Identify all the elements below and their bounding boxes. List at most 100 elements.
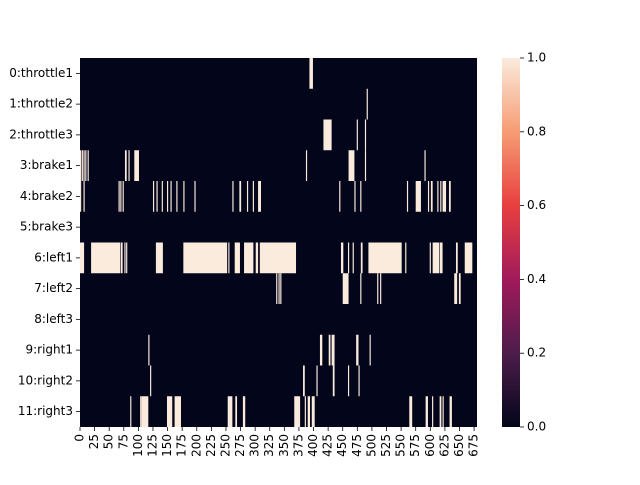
heatmap-cell — [432, 396, 434, 427]
heatmap-cell — [356, 334, 359, 366]
heatmap-cell — [118, 181, 120, 212]
heatmap-cell — [405, 242, 407, 274]
heatmap-cell — [232, 181, 234, 212]
y-tick-label: 2:throttle3 — [9, 127, 73, 141]
heatmap-cell — [364, 119, 367, 151]
y-tick-label: 4:brake2 — [20, 189, 73, 203]
heatmap-cells — [80, 58, 477, 427]
heatmap-cell — [174, 396, 181, 427]
heatmap-cell — [239, 181, 242, 212]
heatmap-cell — [360, 273, 362, 304]
y-tick-label: 10:right2 — [18, 373, 73, 387]
colorbar-tick-label: 0.4 — [527, 272, 546, 286]
y-tick-label: 11:right3 — [18, 404, 73, 418]
heatmap-cell — [331, 334, 335, 366]
colorbar-tick-label: 0.6 — [527, 198, 546, 212]
heatmap-cell — [87, 150, 89, 181]
y-tick-label: 0:throttle1 — [9, 66, 73, 80]
x-tick-label: 350 — [277, 434, 291, 457]
heatmap-cell — [458, 273, 461, 304]
heatmap-cell — [156, 181, 158, 212]
heatmap-cell — [235, 396, 238, 427]
heatmap-cell — [364, 150, 367, 181]
heatmap-cell — [360, 181, 362, 212]
heatmap-cell — [432, 242, 440, 274]
x-tick-label: 325 — [262, 434, 276, 457]
heatmap-cell — [352, 242, 354, 274]
heatmap-cell — [176, 181, 178, 212]
heatmap-cell — [366, 88, 368, 120]
heatmap-cell — [194, 181, 196, 212]
heatmap-cell — [304, 396, 306, 427]
heatmap-cell — [150, 365, 152, 397]
heatmap-cell — [303, 365, 305, 397]
heatmap-cell — [80, 242, 85, 274]
colorbar-tick-label: 0.8 — [527, 124, 546, 138]
y-tick-label: 6:left1 — [34, 250, 73, 264]
heatmap-cell — [83, 150, 85, 181]
heatmap-cell — [358, 365, 360, 397]
heatmap-cell — [120, 242, 123, 274]
x-tick-label: 250 — [218, 434, 232, 457]
heatmap-cell — [294, 396, 301, 427]
x-tick-label: 525 — [379, 434, 393, 457]
heatmap-cell — [309, 58, 313, 89]
x-tick-label: 300 — [248, 434, 262, 457]
heatmap-cell — [354, 181, 356, 212]
heatmap-cell — [380, 273, 382, 304]
heatmap-cell — [276, 273, 278, 304]
heatmap-cell — [316, 365, 318, 397]
heatmap-cell — [228, 242, 230, 274]
heatmap-cell — [425, 396, 428, 427]
y-tick-label: 9:right1 — [25, 343, 73, 357]
y-tick-label: 8:left3 — [34, 312, 73, 326]
heatmap-cell — [126, 242, 128, 274]
heatmap-cell — [455, 242, 458, 274]
heatmap-cell — [427, 181, 430, 212]
heatmap-cell — [424, 150, 426, 181]
x-tick-label: 450 — [335, 434, 349, 457]
heatmap-cell — [130, 396, 132, 427]
heatmap-cell — [120, 181, 122, 212]
heatmap-cell — [166, 396, 173, 427]
heatmap-cell — [85, 150, 87, 181]
heatmap-cell — [80, 150, 82, 181]
heatmap-cell — [278, 273, 280, 304]
x-tick-label: 275 — [233, 434, 247, 457]
heatmap-cell — [140, 396, 142, 427]
heatmap-cell — [369, 334, 371, 366]
heatmap-cell — [311, 396, 315, 427]
heatmap-cell — [252, 181, 254, 212]
x-tick-label: 625 — [437, 434, 451, 457]
colorbar-tick-label: 0.0 — [527, 420, 546, 434]
heatmap-cell — [347, 365, 350, 397]
heatmap-cell — [439, 242, 443, 274]
heatmap-cell — [440, 181, 442, 212]
heatmap-cell — [124, 242, 126, 274]
colorbar: 0.0 0.2 0.4 0.6 0.8 1.0 — [502, 51, 546, 434]
x-tick-label: 400 — [306, 434, 320, 457]
x-tick-label: 500 — [364, 434, 378, 457]
x-axis-ticks: 0 25 50 75 100 125 150 175 200 225 250 275 300 325 350… — [73, 427, 481, 457]
heatmap-cell — [439, 396, 442, 427]
heatmap-cell — [122, 181, 124, 212]
heatmap-cell — [124, 150, 127, 181]
heatmap-cell — [161, 181, 163, 212]
x-tick-label: 100 — [131, 434, 145, 457]
heatmap-cell — [152, 181, 155, 212]
heatmap-cell — [244, 242, 254, 274]
heatmap-cell — [234, 242, 240, 274]
heatmap-cell — [81, 150, 83, 181]
heatmap-cell — [259, 242, 297, 274]
heatmap-cell — [148, 334, 150, 366]
heatmap-cell — [323, 119, 332, 151]
x-tick-label: 225 — [204, 434, 218, 457]
y-tick-label: 5:brake3 — [20, 220, 73, 234]
y-tick-label: 3:brake1 — [20, 158, 73, 172]
heatmap-cell — [442, 181, 447, 212]
y-axis-labels: 0:throttle1 1:throttle2 2:throttle3 3:brake… — [9, 66, 80, 418]
heatmap-cell — [305, 150, 308, 181]
x-tick-label: 150 — [160, 434, 174, 457]
